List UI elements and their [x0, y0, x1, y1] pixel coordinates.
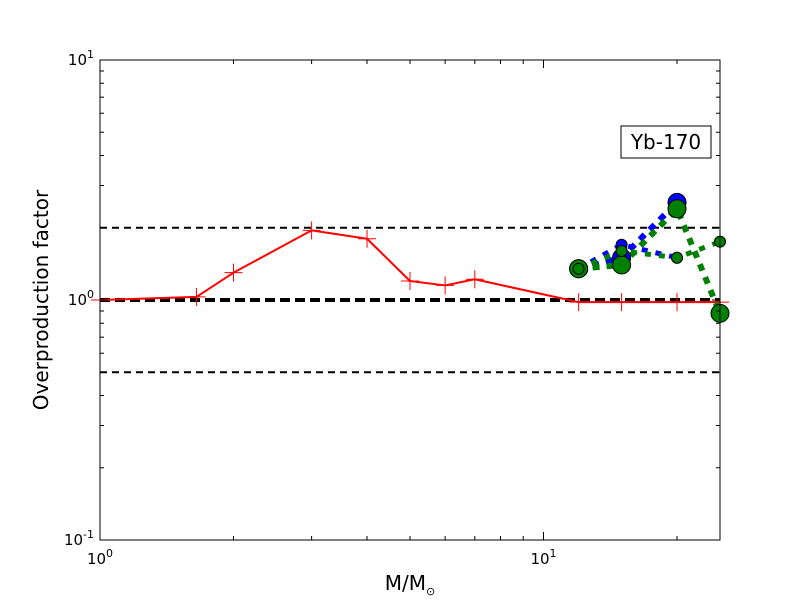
- axis-ticks: [99, 59, 720, 541]
- series-4-point-0: [572, 262, 585, 275]
- series-3-point-1: [612, 255, 632, 275]
- series-0-point-6: [436, 276, 455, 295]
- series-0-point-7: [465, 270, 484, 289]
- x-tick-label-1: 101: [530, 547, 556, 568]
- annotation-label: Yb-170: [630, 130, 701, 154]
- x-tick-label-0: 100: [87, 547, 113, 568]
- series-line-4: [577, 239, 720, 272]
- y-axis-title: Overproduction factor: [29, 189, 53, 410]
- series-4-point-2: [671, 251, 684, 264]
- series-0-point-8: [569, 293, 588, 312]
- reference-lines: [100, 226, 720, 374]
- series-0-point-2: [224, 263, 243, 282]
- annotation-box: Yb-170: [620, 125, 712, 159]
- series-0-point-9: [612, 293, 631, 312]
- series-0-point-5: [401, 271, 419, 290]
- series-line-3: [578, 205, 720, 315]
- y-tick-label-0: 10-1: [64, 528, 94, 549]
- series-4-point-1: [615, 245, 628, 258]
- y-tick-label-1: 100: [68, 288, 94, 309]
- series-line-0: [100, 229, 720, 304]
- data-markers: [91, 192, 730, 323]
- series-0-point-4: [358, 229, 377, 248]
- series-0-point-1: [187, 287, 206, 306]
- series-0-point-3: [302, 221, 321, 240]
- y-tick-label-2: 101: [68, 48, 94, 69]
- series-0-point-10: [668, 293, 687, 312]
- x-axis-title: M/M⊙: [385, 571, 435, 598]
- series-3-point-2: [667, 199, 687, 219]
